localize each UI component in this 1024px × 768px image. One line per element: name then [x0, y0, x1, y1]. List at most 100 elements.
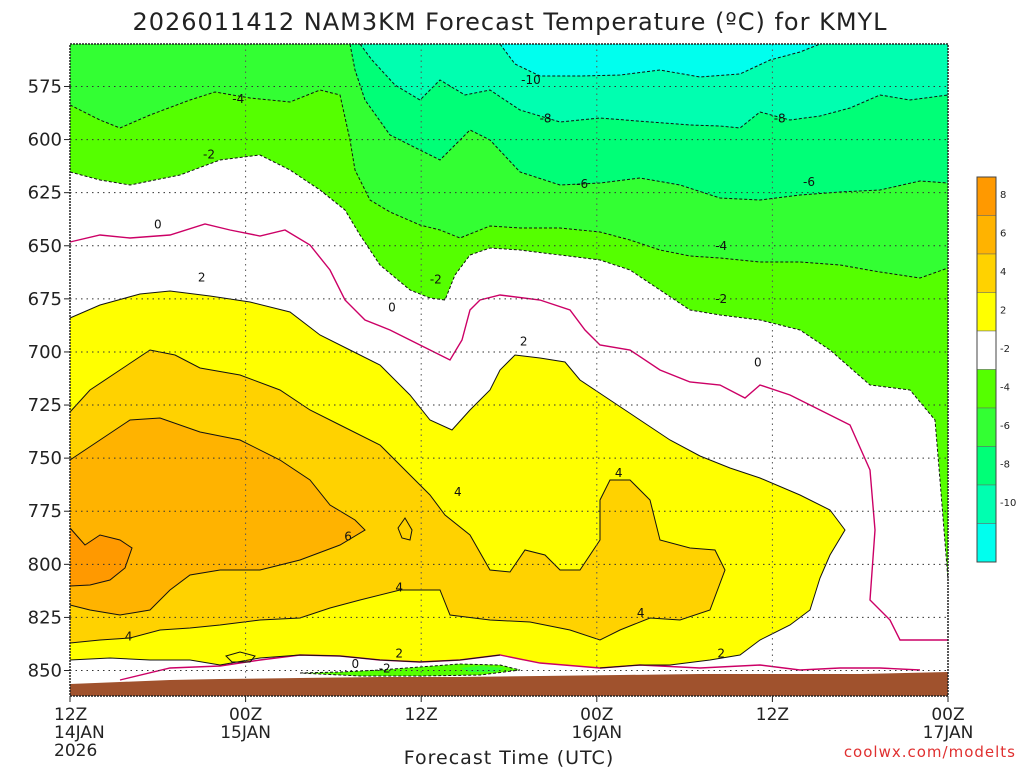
contour-6: [69, 417, 366, 616]
contour-label-21: 4: [395, 581, 403, 595]
contour-label-9: -2: [715, 292, 727, 306]
x-tick-label-4-0: 12Z: [756, 705, 789, 725]
y-tick-label-4: 675: [28, 289, 62, 310]
legend-swatch-1: [976, 215, 997, 255]
legend-frame: [976, 176, 997, 563]
contour-label-22: 4: [637, 606, 645, 620]
contour-label-6: -4: [715, 239, 727, 253]
legend-swatch-2: [976, 253, 997, 293]
contour-label-10: 0: [154, 218, 162, 232]
plot-frame: [69, 43, 949, 697]
y-tick-label-6: 725: [28, 395, 62, 416]
legend-swatch-8: [976, 484, 997, 524]
legend-label-3: 2: [1000, 306, 1006, 317]
x-tick-label-0-1: 14JAN: [54, 723, 105, 743]
y-tick-label-7: 750: [28, 448, 62, 469]
y-axis: 575 600 625 650 675 700 725 750 775 800 825 850: [28, 76, 70, 682]
temperature-bands: [70, 44, 948, 690]
contour-minus2: [69, 154, 949, 581]
x-tick-label-5-1: 17JAN: [923, 723, 974, 743]
legend-swatch-5: [976, 369, 997, 409]
legend-label-1: 6: [1000, 229, 1006, 240]
contour-8: [69, 527, 133, 587]
plot-area: -10 -8 -8 -6 -6 -4 -4 -2 -2 -2 0 0 0 0 2 2 2 2 -2 4 4 4 4 4 6: [69, 43, 949, 697]
contour-label-3: -6: [576, 177, 588, 191]
x-tick-label-3-1: 16JAN: [571, 723, 622, 743]
legend-label-7: -8: [1000, 460, 1010, 471]
legend-label-0: 8: [1000, 190, 1006, 201]
band-above-8: [70, 528, 132, 586]
contour-label-14: 2: [198, 271, 206, 285]
y-tick-label-10: 825: [28, 607, 62, 628]
contour-minus6: [349, 43, 949, 201]
contour-label-17: 2: [717, 647, 725, 661]
contour-label-24: 6: [344, 530, 352, 544]
x-tick-label-1-1: 15JAN: [220, 723, 271, 743]
y-tick-label-8: 775: [28, 501, 62, 522]
x-tick-label-3-0: 00Z: [580, 705, 613, 725]
legend-swatch-4: [976, 330, 997, 370]
legend-label-8: -10: [1000, 498, 1016, 509]
y-tick-label-11: 850: [28, 661, 62, 682]
chart-title: 2026011412 NAM3KM Forecast Temperature (…: [132, 8, 887, 36]
contour-2-low: [69, 654, 501, 666]
band-6-8: [70, 418, 365, 615]
color-legend: 8 6 4 2 -2 -4 -6 -8 -10: [976, 176, 1016, 563]
x-tick-label-2-0: 12Z: [405, 705, 438, 725]
y-tick-label-9: 800: [28, 554, 62, 575]
contour-label-8: -2: [430, 273, 442, 287]
legend-swatch-3: [976, 292, 997, 332]
x-tick-label-0-2: 2026: [54, 741, 97, 761]
contour-6-small: [397, 517, 413, 541]
contour-label-5: -4: [232, 92, 244, 106]
band-below-minus10: [500, 44, 820, 77]
legend-label-5: -4: [1000, 383, 1010, 394]
legend-swatch-0: [976, 176, 997, 216]
y-tick-label-0: 575: [28, 76, 62, 97]
y-tick-label-1: 600: [28, 130, 62, 151]
band-surface-green: [300, 664, 520, 676]
contour-minus10: [499, 43, 821, 78]
contour-label-12: 0: [754, 356, 762, 370]
contour-label-18: -2: [379, 661, 391, 675]
x-tick-label-0-0: 12Z: [54, 705, 87, 725]
contour-label-11: 0: [388, 300, 396, 314]
contour-4: [69, 349, 726, 644]
grid-lines: [70, 44, 948, 696]
contour-2: [69, 290, 846, 669]
x-axis-label: Forecast Time (UTC): [404, 747, 614, 768]
contour-minus8: [359, 43, 949, 129]
contour-label-15: 2: [520, 334, 528, 348]
legend-label-6: -6: [1000, 421, 1010, 432]
legend-swatch-6: [976, 407, 997, 447]
contour-label-16: 2: [395, 647, 403, 661]
contour-labels: -10 -8 -8 -6 -6 -4 -4 -2 -2 -2 0 0 0 0 2 2 2 2 -2 4 4 4 4 4 6: [125, 73, 815, 675]
contour-label-2: -8: [774, 111, 786, 125]
contour-lines: [69, 43, 949, 681]
contour-minus4: [69, 89, 949, 279]
legend-label-2: 4: [1000, 267, 1006, 278]
legend-swatch-9: [976, 523, 997, 563]
ground-terrain: [70, 672, 948, 696]
credit-text: coolwx.com/modelts: [844, 743, 1016, 761]
contour-label-0: -10: [521, 73, 541, 87]
contour-label-4: -6: [803, 175, 815, 189]
contour-label-1: -8: [540, 111, 552, 125]
contour-label-19: 4: [454, 485, 462, 499]
x-tick-label-5-0: 00Z: [931, 705, 964, 725]
legend-swatch-7: [976, 446, 997, 486]
x-tick-label-1-0: 00Z: [229, 705, 262, 725]
y-tick-label-2: 625: [28, 183, 62, 204]
contour-minus2-low: [299, 663, 521, 677]
contour-label-20: 4: [615, 466, 623, 480]
y-tick-label-3: 650: [28, 236, 62, 257]
y-tick-label-5: 700: [28, 342, 62, 363]
contour-label-23: 4: [125, 630, 133, 644]
contour-zero: [69, 223, 948, 641]
legend-label-4: -2: [1000, 344, 1010, 355]
contour-label-13: 0: [352, 657, 360, 671]
contour-label-7: -2: [203, 147, 215, 161]
contour-small-yellow: [225, 651, 256, 663]
